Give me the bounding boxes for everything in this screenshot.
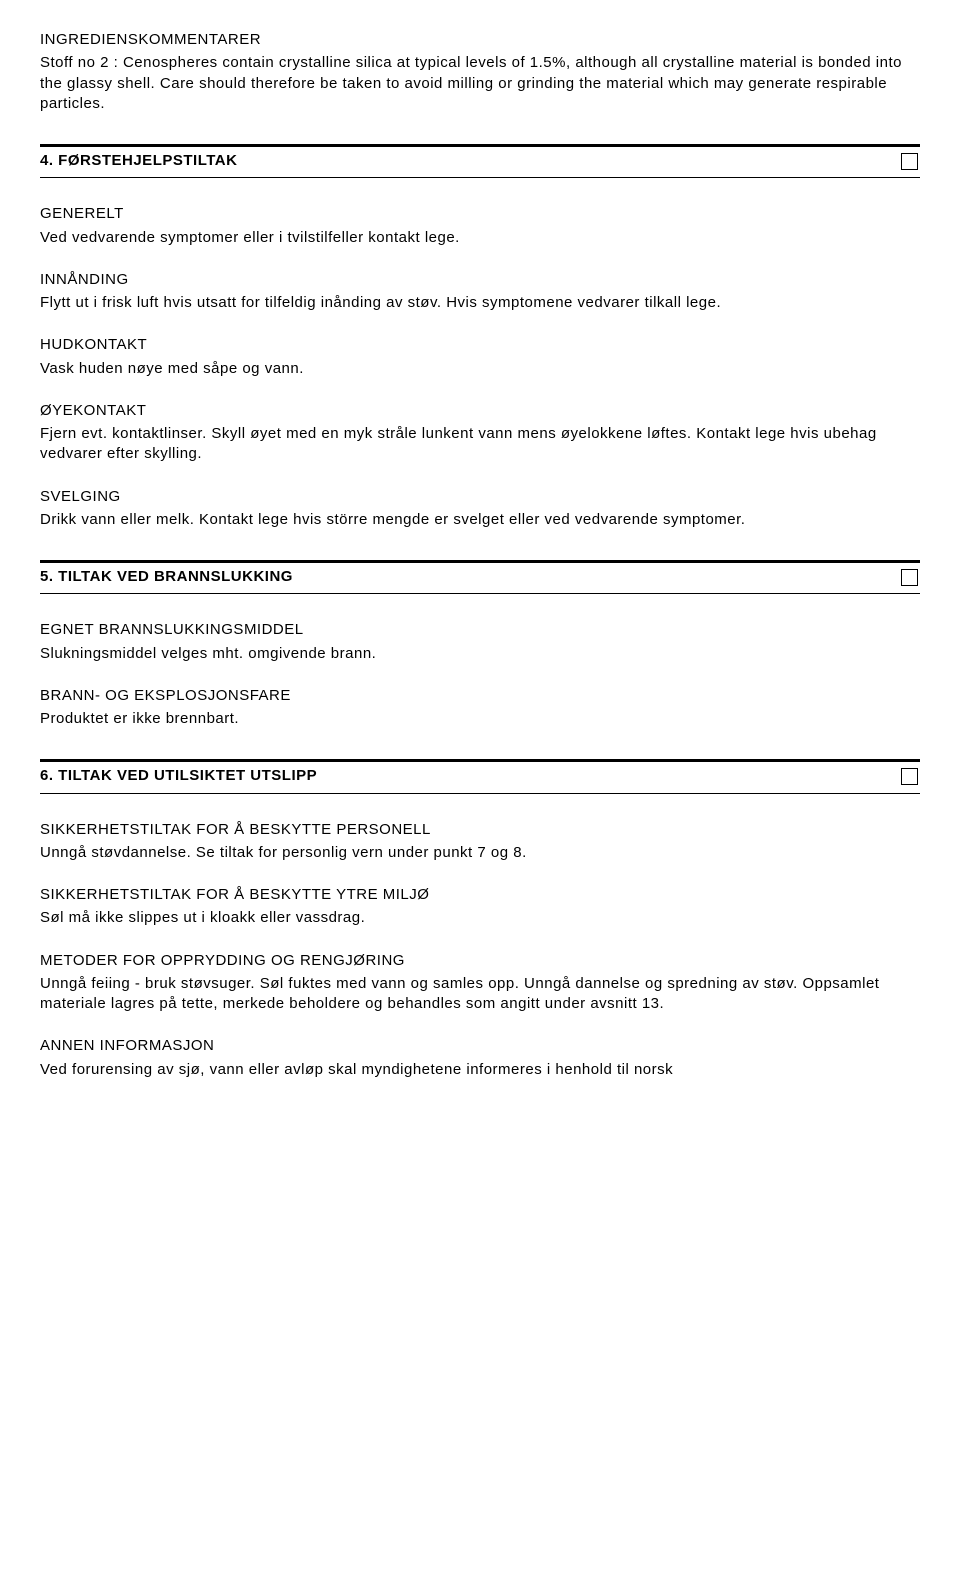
section5-title: 5. TILTAK VED BRANNSLUKKING <box>40 567 293 587</box>
section6-metoder-heading: METODER FOR OPPRYDDING OG RENGJØRING <box>40 951 920 971</box>
checkbox-icon <box>901 768 918 785</box>
section6-personell-heading: SIKKERHETSTILTAK FOR Å BESKYTTE PERSONEL… <box>40 820 920 840</box>
ingredients-heading: INGREDIENSKOMMENTARER <box>40 30 920 50</box>
section4-svelging-heading: SVELGING <box>40 487 920 507</box>
section4-oyekontakt-heading: ØYEKONTAKT <box>40 401 920 421</box>
ingredients-block: INGREDIENSKOMMENTARER Stoff no 2 : Cenos… <box>40 30 920 114</box>
section6-miljo-body: Søl må ikke slippes ut i kloakk eller va… <box>40 908 920 928</box>
section5-egnet: EGNET BRANNSLUKKINGSMIDDEL Slukningsmidd… <box>40 620 920 664</box>
section4-title: 4. FØRSTEHJELPSTILTAK <box>40 151 237 171</box>
ingredients-body: Stoff no 2 : Cenospheres contain crystal… <box>40 53 920 114</box>
section6-header-row: 6. TILTAK VED UTILSIKTET UTSLIPP <box>40 762 920 788</box>
section4-oyekontakt-body: Fjern evt. kontaktlinser. Skyll øyet med… <box>40 424 920 465</box>
section6-miljo: SIKKERHETSTILTAK FOR Å BESKYTTE YTRE MIL… <box>40 885 920 929</box>
section6-metoder: METODER FOR OPPRYDDING OG RENGJØRING Unn… <box>40 951 920 1015</box>
section4-hudkontakt: HUDKONTAKT Vask huden nøye med såpe og v… <box>40 335 920 379</box>
section4-hudkontakt-heading: HUDKONTAKT <box>40 335 920 355</box>
section4-hudkontakt-body: Vask huden nøye med såpe og vann. <box>40 359 920 379</box>
section4-innanding-body: Flytt ut i frisk luft hvis utsatt for ti… <box>40 293 920 313</box>
section4-svelging: SVELGING Drikk vann eller melk. Kontakt … <box>40 487 920 531</box>
section4-generelt-heading: GENERELT <box>40 204 920 224</box>
section6-annen-body: Ved forurensing av sjø, vann eller avløp… <box>40 1060 920 1080</box>
section4-innanding-heading: INNÅNDING <box>40 270 920 290</box>
checkbox-icon <box>901 153 918 170</box>
section5-egnet-heading: EGNET BRANNSLUKKINGSMIDDEL <box>40 620 920 640</box>
section4-generelt-body: Ved vedvarende symptomer eller i tvilsti… <box>40 228 920 248</box>
section6-title: 6. TILTAK VED UTILSIKTET UTSLIPP <box>40 766 317 786</box>
section6-personell: SIKKERHETSTILTAK FOR Å BESKYTTE PERSONEL… <box>40 820 920 864</box>
section6-miljo-heading: SIKKERHETSTILTAK FOR Å BESKYTTE YTRE MIL… <box>40 885 920 905</box>
section5-divider-bottom <box>40 593 920 594</box>
section4-oyekontakt: ØYEKONTAKT Fjern evt. kontaktlinser. Sky… <box>40 401 920 465</box>
section6-annen: ANNEN INFORMASJON Ved forurensing av sjø… <box>40 1036 920 1080</box>
section4-header-row: 4. FØRSTEHJELPSTILTAK <box>40 147 920 173</box>
checkbox-icon <box>901 569 918 586</box>
section6-annen-heading: ANNEN INFORMASJON <box>40 1036 920 1056</box>
section5-brann-heading: BRANN- OG EKSPLOSJONSFARE <box>40 686 920 706</box>
section5-egnet-body: Slukningsmiddel velges mht. omgivende br… <box>40 644 920 664</box>
section5-brann: BRANN- OG EKSPLOSJONSFARE Produktet er i… <box>40 686 920 730</box>
section6-personell-body: Unngå støvdannelse. Se tiltak for person… <box>40 843 920 863</box>
section4-svelging-body: Drikk vann eller melk. Kontakt lege hvis… <box>40 510 920 530</box>
section6-divider-bottom <box>40 793 920 794</box>
section5-brann-body: Produktet er ikke brennbart. <box>40 709 920 729</box>
section4-innanding: INNÅNDING Flytt ut i frisk luft hvis uts… <box>40 270 920 314</box>
section4-generelt: GENERELT Ved vedvarende symptomer eller … <box>40 204 920 248</box>
section5-header-row: 5. TILTAK VED BRANNSLUKKING <box>40 563 920 589</box>
section4-divider-bottom <box>40 177 920 178</box>
section6-metoder-body: Unngå feiing - bruk støvsuger. Søl fukte… <box>40 974 920 1015</box>
